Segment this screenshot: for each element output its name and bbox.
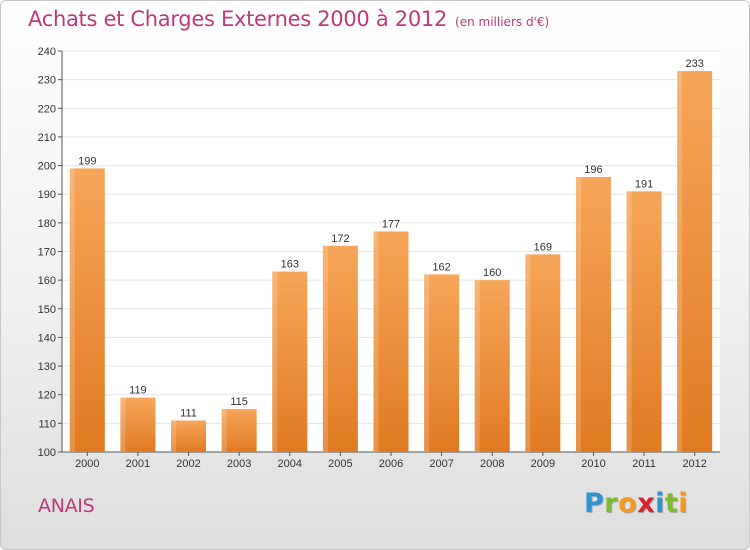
y-tick-label: 190 <box>38 189 56 201</box>
data-label: 111 <box>180 407 197 419</box>
y-tick-label: 240 <box>38 46 56 58</box>
y-tick-label: 230 <box>38 75 56 87</box>
bar <box>171 420 207 452</box>
x-tick-label: 2002 <box>176 458 200 470</box>
logo-letter: i <box>678 488 689 519</box>
logo-letter: o <box>618 488 638 519</box>
x-tick-label: 2005 <box>328 458 352 470</box>
data-label: 172 <box>331 233 349 245</box>
data-label: 199 <box>78 155 96 167</box>
x-tick-label: 2006 <box>379 458 403 470</box>
bar-highlight <box>221 409 227 452</box>
data-label: 169 <box>534 241 552 253</box>
bar-highlight <box>373 231 379 452</box>
y-tick-label: 140 <box>38 332 56 344</box>
bar <box>120 397 156 452</box>
x-tick-label: 2001 <box>126 458 150 470</box>
bar <box>575 177 611 452</box>
x-tick-label: 2008 <box>480 458 504 470</box>
data-label: 162 <box>432 261 450 273</box>
x-tick-label: 2012 <box>682 458 706 470</box>
logo-letter: P <box>584 488 605 519</box>
bar-highlight <box>272 271 278 452</box>
data-label: 115 <box>230 396 248 408</box>
bar-highlight <box>69 168 75 452</box>
x-tick-label: 2000 <box>75 458 99 470</box>
data-label: 191 <box>635 178 653 190</box>
bar-highlight <box>677 71 683 453</box>
y-tick-label: 120 <box>38 390 56 402</box>
bar-highlight <box>120 397 126 452</box>
y-tick-label: 220 <box>38 103 56 115</box>
bar-highlight <box>525 254 531 452</box>
x-tick-label: 2003 <box>227 458 251 470</box>
bar <box>69 168 105 452</box>
bar-highlight <box>575 177 581 452</box>
x-tick-label: 2004 <box>278 458 302 470</box>
bar <box>221 409 257 452</box>
logo-letter: r <box>604 488 619 519</box>
y-tick-label: 130 <box>38 361 56 373</box>
bar <box>626 191 662 452</box>
x-tick-label: 2010 <box>581 458 605 470</box>
data-label: 163 <box>281 259 299 271</box>
x-tick-label: 2009 <box>531 458 555 470</box>
logo-letter: t <box>664 488 679 519</box>
logo-letter: i <box>655 488 665 519</box>
bar <box>525 254 561 452</box>
bar-highlight <box>474 280 480 452</box>
y-tick-label: 170 <box>38 247 56 259</box>
proxiti-logo[interactable]: Proxiti <box>584 488 688 519</box>
bar <box>677 71 713 453</box>
y-tick-label: 160 <box>38 275 56 287</box>
x-tick-label: 2011 <box>632 458 656 470</box>
data-label: 196 <box>584 164 602 176</box>
bar-highlight <box>626 191 632 452</box>
chart-title-text: Achats et Charges Externes 2000 à 2012 <box>28 7 448 31</box>
y-tick-label: 150 <box>38 304 56 316</box>
x-tick-label: 2007 <box>429 458 453 470</box>
logo-letter: x <box>637 488 656 519</box>
bar <box>322 245 358 452</box>
commune-name: ANAIS <box>38 495 95 517</box>
bar <box>474 280 510 452</box>
y-tick-label: 100 <box>38 447 56 459</box>
data-label: 119 <box>129 385 147 397</box>
data-label: 233 <box>686 58 704 70</box>
bar <box>424 274 460 452</box>
y-tick-label: 110 <box>38 418 56 430</box>
chart-title: Achats et Charges Externes 2000 à 2012 (e… <box>28 7 549 31</box>
y-tick-label: 200 <box>38 161 56 173</box>
bar-highlight <box>322 245 328 452</box>
data-label: 160 <box>483 267 501 279</box>
chart-unit: (en milliers d'€) <box>455 15 550 29</box>
bar-highlight <box>171 420 177 452</box>
bar <box>373 231 409 452</box>
y-tick-label: 180 <box>38 218 56 230</box>
y-tick-label: 210 <box>38 132 56 144</box>
bar <box>272 271 308 452</box>
bar-highlight <box>424 274 430 452</box>
data-label: 177 <box>382 218 400 230</box>
